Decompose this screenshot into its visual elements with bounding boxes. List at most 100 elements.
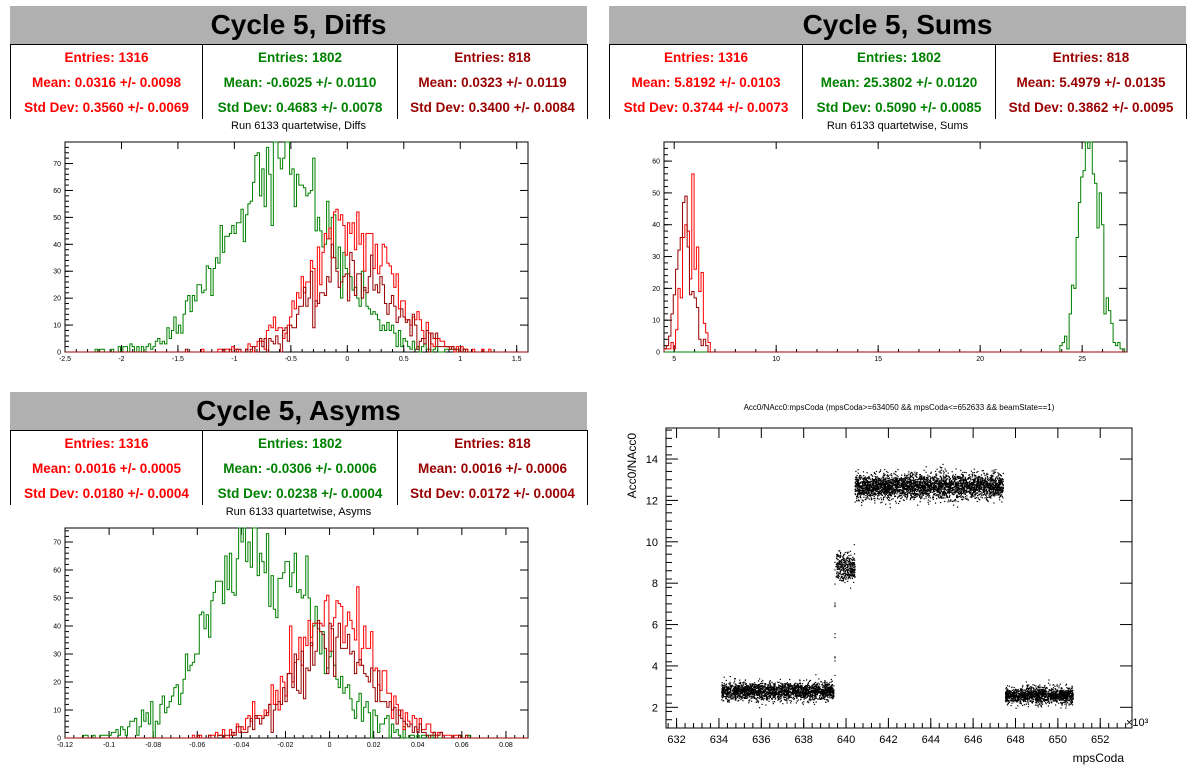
scatter-point	[844, 561, 846, 564]
scatter-point	[816, 687, 818, 689]
scatter-point	[938, 493, 940, 495]
scatter-point	[785, 689, 787, 691]
scatter-point	[986, 481, 989, 483]
scatter-point	[853, 562, 855, 564]
scatter-point	[813, 703, 816, 705]
scatter-point	[804, 685, 806, 688]
scatter-point	[803, 686, 805, 689]
scatter-point	[997, 481, 1000, 483]
scatter-point	[786, 691, 788, 693]
scatter-point	[826, 681, 828, 684]
scatter-point	[729, 692, 731, 695]
scatter-point	[855, 470, 857, 473]
scatter-point	[727, 690, 729, 692]
scatter-point	[960, 473, 963, 475]
scatter-point	[832, 692, 834, 694]
scatter-point	[739, 696, 741, 698]
scatter-point	[730, 685, 733, 687]
scatter-point	[962, 492, 964, 494]
scatter-point	[860, 485, 862, 487]
scatter-point	[812, 695, 814, 697]
scatter-point	[945, 476, 947, 478]
scatter-point	[755, 690, 757, 693]
scatter-point	[912, 487, 914, 489]
scatter-point	[978, 481, 980, 483]
scatter-point	[747, 691, 749, 694]
scatter-point	[830, 687, 833, 689]
scatter-point	[735, 695, 737, 698]
scatter-point	[753, 692, 755, 694]
scatter-point	[944, 487, 946, 489]
scatter-point	[787, 696, 789, 698]
scatter-point	[814, 685, 816, 687]
scatter-point	[883, 482, 885, 484]
scatter-point	[827, 683, 830, 685]
scatter-point	[721, 682, 723, 684]
scatter-point	[978, 476, 980, 478]
scatter-point	[945, 479, 948, 481]
scatter-point	[782, 685, 785, 687]
scatter-point	[836, 576, 838, 579]
scatter-point	[832, 690, 834, 692]
scatter-point	[971, 483, 973, 485]
scatter-point	[845, 573, 847, 576]
scatter-point	[801, 689, 803, 691]
scatter-point	[836, 571, 838, 573]
scatter-point	[830, 678, 832, 681]
scatter-point	[755, 687, 758, 690]
scatter-point	[819, 691, 821, 693]
scatter-point	[981, 480, 984, 482]
scatter-point	[822, 698, 824, 700]
y-tick-label: 0	[57, 350, 61, 357]
scatter-point	[831, 688, 833, 690]
scatter-point	[753, 696, 756, 698]
scatter-point	[823, 696, 825, 698]
scatter-point	[955, 483, 957, 485]
scatter-point	[796, 684, 798, 687]
scatter-point	[920, 475, 922, 477]
scatter-point	[836, 576, 838, 578]
scatter-point	[727, 701, 729, 703]
scatter-point	[821, 695, 823, 697]
scatter-point	[766, 697, 768, 699]
scatter-point	[795, 695, 797, 697]
scatter-point	[749, 694, 752, 696]
scatter-point	[784, 693, 786, 695]
scatter-point	[915, 479, 917, 481]
scatter-point	[733, 678, 736, 680]
x-tick-label: -0.02	[277, 742, 293, 749]
scatter-point	[998, 485, 1000, 487]
scatter-point	[805, 688, 807, 690]
scatter-point	[786, 702, 788, 704]
scatter-point	[732, 696, 734, 698]
scatter-point	[928, 479, 930, 482]
scatter-point	[793, 687, 795, 689]
scatter-point	[729, 685, 731, 688]
scatter-point	[847, 576, 850, 579]
scatter-point	[965, 487, 968, 489]
scatter-point	[804, 687, 806, 689]
scatter-point	[962, 482, 964, 485]
y-tick-label: 40	[652, 222, 660, 229]
scatter-point	[763, 694, 765, 696]
scatter-point	[722, 690, 724, 693]
histogram-series	[65, 208, 528, 353]
scatter-point	[830, 691, 833, 693]
scatter-point	[752, 692, 754, 694]
diffs-stats: Entries: 1316 Mean: 0.0316 +/- 0.0098 St…	[10, 44, 588, 119]
scatter-point	[802, 687, 804, 689]
scatter-point	[964, 483, 966, 485]
scatter-point	[955, 479, 957, 481]
scatter-point	[723, 691, 726, 694]
scatter-point	[730, 689, 732, 691]
scatter-point	[764, 695, 766, 697]
scatter-point	[757, 694, 759, 696]
scatter-point	[842, 556, 844, 558]
scatter-point	[909, 489, 911, 491]
scatter-point	[937, 495, 939, 498]
scatter-point	[827, 688, 829, 690]
histogram-series	[65, 243, 528, 353]
x-tick-label: 0	[328, 742, 332, 749]
scatter-point	[897, 469, 899, 471]
scatter-point	[732, 689, 734, 691]
